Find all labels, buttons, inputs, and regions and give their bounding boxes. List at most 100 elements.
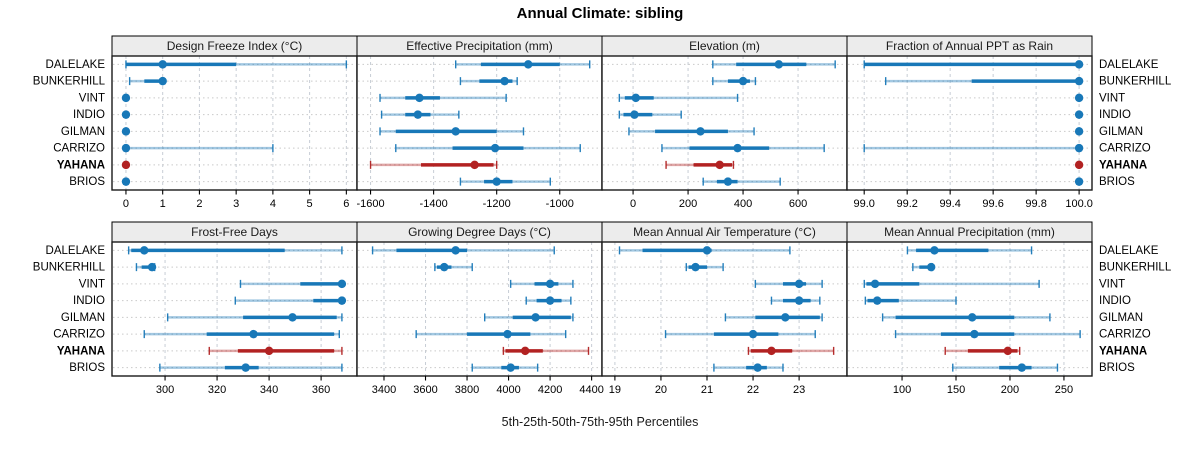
median-dot: [696, 127, 705, 136]
panel-strip-title: Frost-Free Days: [191, 225, 278, 239]
axis-tick-label: 250: [1055, 384, 1073, 396]
axis-tick-label: 3600: [413, 384, 437, 396]
median-dot: [1074, 76, 1084, 86]
panel-frost-free-days: Frost-Free Days 300 320 340 360: [111, 221, 358, 396]
median-dot: [492, 177, 501, 186]
panel-strip-title: Growing Degree Days (°C): [408, 225, 551, 239]
median-dot: [545, 296, 555, 305]
median-dot: [733, 143, 742, 153]
site-label-left-gilman: GILMAN: [61, 312, 105, 324]
interval-dalelake: [125, 60, 348, 69]
axis-tick-label: 4400: [579, 384, 603, 396]
panel-elevation-m: Elevation (m) 0 200 400 600: [601, 35, 848, 210]
panel-strip-title: Mean Annual Air Temperature (°C): [633, 225, 816, 239]
panel-effective-precipitation-mm: Effective Precipitation (mm) -1600 -1400 -1…: [356, 35, 603, 210]
median-dot: [121, 177, 131, 186]
median-dot: [1074, 60, 1084, 69]
interval-yahana: [665, 160, 735, 170]
median-dot: [158, 76, 167, 86]
interval-brios: [121, 177, 131, 186]
median-dot: [794, 296, 804, 305]
interval-indio: [525, 296, 572, 305]
interval-dalelake: [454, 60, 591, 69]
interval-dalelake: [712, 60, 836, 69]
site-label-left-yahana: YAHANA: [57, 345, 105, 357]
site-label-left-brios: BRIOS: [69, 176, 105, 188]
axis-tick-label: 3800: [455, 384, 479, 396]
site-label-right-carrizo: CARRIZO: [1099, 329, 1151, 341]
interval-yahana: [369, 160, 498, 170]
median-dot: [121, 143, 131, 153]
interval-gilman: [1074, 127, 1084, 136]
interval-gilman: [628, 127, 755, 136]
axis-tick-label: 99.4: [939, 198, 960, 210]
axis-tick-label: 4: [270, 198, 276, 210]
median-dot: [1003, 346, 1013, 356]
axis-tick-label: 22: [747, 384, 759, 396]
chart-title: Annual Climate: sibling: [516, 5, 684, 22]
axis-tick-label: 320: [208, 384, 226, 396]
median-dot: [337, 296, 347, 305]
median-dot: [691, 262, 700, 272]
axis-tick-label: 300: [156, 384, 174, 396]
site-label-right-gilman: GILMAN: [1099, 126, 1143, 138]
median-dot: [241, 363, 250, 372]
median-dot: [1074, 177, 1084, 186]
interval-gilman: [881, 313, 1051, 322]
axis-tick-label: 4200: [538, 384, 562, 396]
median-dot: [738, 76, 748, 86]
median-dot: [470, 160, 479, 170]
axis-tick-label: 99.6: [982, 198, 1003, 210]
site-label-left-indio: INDIO: [73, 109, 105, 121]
axis-tick-label: 400: [734, 198, 752, 210]
interval-dalelake: [863, 60, 1084, 69]
axis-tick-label: 5: [307, 198, 313, 210]
interval-bunkerhill: [135, 262, 157, 272]
interval-dalelake: [618, 246, 791, 255]
interval-bunkerhill: [459, 76, 518, 86]
site-label-right-indio: INDIO: [1099, 109, 1131, 121]
interval-carrizo: [894, 329, 1081, 339]
site-label-left-dalelake: DALELAKE: [46, 59, 106, 71]
median-dot: [140, 246, 149, 255]
site-label-left-bunkerhill: BUNKERHILL: [33, 262, 106, 274]
median-dot: [451, 246, 460, 255]
axis-tick-label: 99.0: [853, 198, 874, 210]
site-label-right-vint: VINT: [1099, 92, 1125, 104]
axis-tick-label: 340: [260, 384, 278, 396]
median-dot: [545, 279, 555, 289]
median-dot: [1074, 143, 1084, 153]
site-label-left-gilman: GILMAN: [61, 126, 105, 138]
median-dot: [873, 296, 882, 305]
site-label-right-vint: VINT: [1099, 278, 1125, 290]
interval-carrizo: [395, 143, 581, 153]
median-dot: [121, 110, 131, 119]
interval-gilman: [166, 313, 343, 322]
interval-indio: [770, 296, 821, 305]
site-label-left-bunkerhill: BUNKERHILL: [33, 76, 106, 88]
axis-tick-label: 6: [343, 198, 349, 210]
interval-brios: [702, 177, 781, 186]
site-label-left-carrizo: CARRIZO: [53, 143, 105, 155]
panel-strip-title: Fraction of Annual PPT as Rain: [886, 39, 1053, 53]
median-dot: [748, 329, 758, 339]
interval-bunkerhill: [912, 262, 936, 272]
axis-tick-label: 100.0: [1065, 198, 1093, 210]
site-label-right-dalelake: DALELAKE: [1099, 245, 1159, 257]
median-dot: [781, 313, 790, 322]
interval-vint: [863, 279, 1040, 289]
interval-indio: [380, 110, 460, 119]
site-label-right-yahana: YAHANA: [1099, 159, 1147, 171]
site-label-left-yahana: YAHANA: [57, 159, 105, 171]
panel-design-freeze-index-c: Design Freeze Index (°C) 0 1 2 3 4 5 6: [111, 35, 358, 210]
axis-tick-label: 2: [196, 198, 202, 210]
median-dot: [715, 160, 724, 170]
axis-tick-label: 150: [947, 384, 965, 396]
median-dot: [1017, 363, 1027, 372]
panel-mean-annual-air-temperature-c: Mean Annual Air Temperature (°C) 19 20 21 22…: [601, 221, 848, 396]
site-label-left-indio: INDIO: [73, 295, 105, 307]
interval-indio: [618, 110, 682, 119]
axis-tick-label: 99.8: [1025, 198, 1046, 210]
median-dot: [1074, 110, 1084, 119]
site-label-right-gilman: GILMAN: [1099, 312, 1143, 324]
